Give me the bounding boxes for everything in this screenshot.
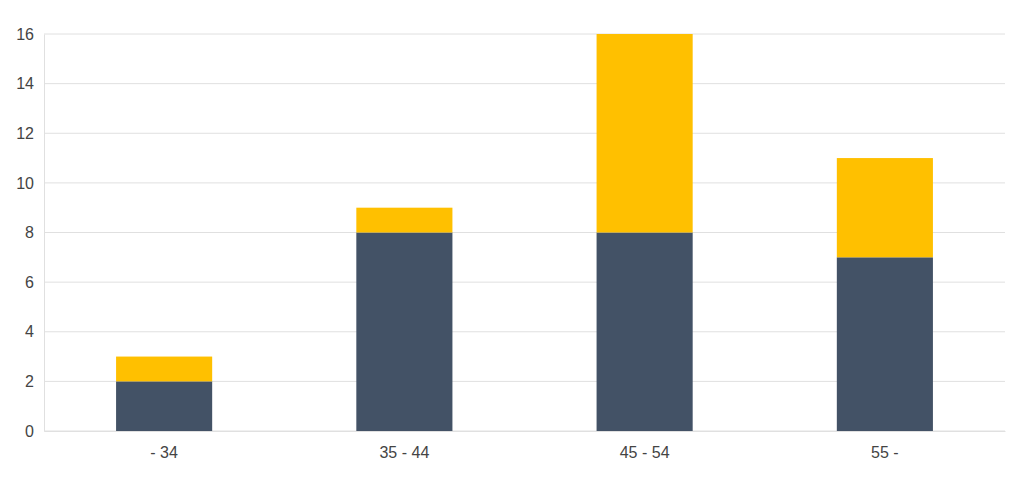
y-tick: 2 — [25, 373, 44, 390]
series — [116, 233, 933, 432]
x-axis-line — [45, 431, 1006, 432]
y-tick: 14 — [16, 75, 44, 92]
y-tick: 8 — [25, 224, 44, 241]
y-tick: 4 — [25, 323, 44, 340]
bar — [837, 158, 933, 257]
x-tick-label: 45 - 54 — [620, 444, 670, 461]
y-tick-label: 4 — [25, 323, 34, 340]
x-tick: 45 - 54 — [620, 431, 670, 461]
grid-line — [44, 83, 1005, 84]
bar — [356, 208, 452, 233]
y-tick-label: 14 — [16, 75, 34, 92]
series — [116, 34, 933, 381]
y-tick-label: 8 — [25, 224, 34, 241]
y-tick-label: 10 — [16, 174, 34, 191]
bar — [837, 257, 933, 431]
y-tick: 6 — [25, 274, 44, 291]
bar — [356, 233, 452, 432]
x-tick-label: 35 - 44 — [379, 444, 429, 461]
bars — [116, 34, 933, 431]
bar — [597, 233, 693, 432]
y-tick-label: 12 — [16, 125, 34, 142]
plot: 0 2 4 6 8 10 12 14 16 - 34 35 - 44 45 - 54 55 - — [16, 26, 1005, 462]
grid — [44, 34, 1005, 431]
bar — [597, 34, 693, 233]
y-tick-label: 16 — [16, 26, 34, 43]
chart: 0 2 4 6 8 10 12 14 16 - 34 35 - 44 45 - 54 55 - — [0, 0, 1011, 493]
y-tick: 0 — [25, 423, 44, 440]
y-tick-label: 2 — [25, 373, 34, 390]
x-tick-label: - 34 — [150, 444, 178, 461]
y-tick: 10 — [16, 174, 44, 191]
x-tick: 55 - — [871, 431, 899, 461]
y-tick-label: 0 — [25, 423, 34, 440]
x-tick: 35 - 44 — [379, 431, 429, 461]
bar — [116, 357, 212, 382]
bar — [116, 381, 212, 431]
y-axis: 0 2 4 6 8 10 12 14 16 — [16, 26, 44, 440]
grid-line — [44, 133, 1005, 134]
y-tick: 12 — [16, 125, 44, 142]
x-tick-label: 55 - — [871, 444, 899, 461]
y-tick-label: 6 — [25, 274, 34, 291]
y-axis-line — [44, 35, 45, 432]
y-tick: 16 — [16, 26, 44, 43]
grid-line — [44, 34, 1005, 35]
x-axis: - 34 35 - 44 45 - 54 55 - — [45, 431, 1006, 461]
x-tick: - 34 — [150, 431, 178, 461]
